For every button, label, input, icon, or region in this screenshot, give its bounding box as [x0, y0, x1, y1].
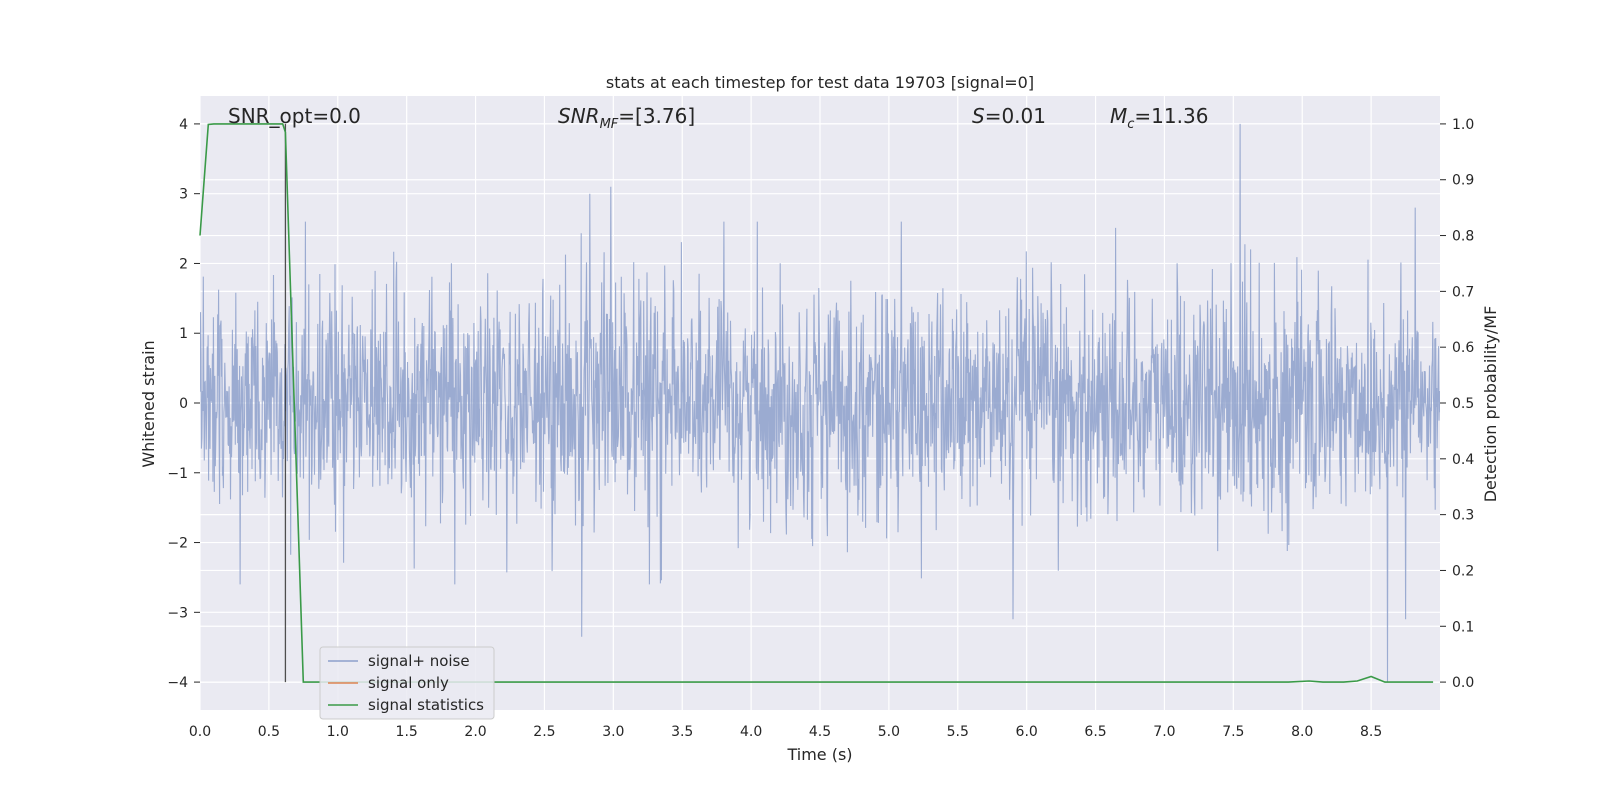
annotation-mc: Mc=11.36	[1110, 104, 1208, 132]
x-tick-label-8: 4.0	[740, 724, 762, 740]
y-tick-label-5: −1	[167, 466, 188, 482]
annotation-snr-mf-sub: MF	[600, 117, 619, 132]
x-tick-label-16: 8.0	[1291, 724, 1313, 740]
annotation-snr-mf: SNRMF=[3.76]	[558, 104, 695, 132]
x-tick-label-5: 2.5	[533, 724, 555, 740]
annotation-mc-main: M	[1110, 104, 1127, 128]
y-tick-label-8: −4	[167, 675, 188, 691]
x-tick-label-4: 2.0	[464, 724, 486, 740]
y2-tick-label-2: 0.8	[1452, 229, 1474, 245]
chart-title: stats at each timestep for test data 197…	[606, 73, 1034, 92]
x-tick-label-10: 5.0	[878, 724, 900, 740]
y-tick-label-7: −3	[167, 605, 188, 621]
annotation-mc-sub: c	[1127, 117, 1134, 132]
annotation-snr-mf-main: SNR	[558, 104, 600, 128]
legend-label-signal-only: signal only	[368, 674, 449, 692]
y-tick-label-0: 4	[179, 117, 188, 133]
annotation-snr-opt: SNR_opt=0.0	[228, 104, 361, 128]
y-tick-label-3: 1	[179, 326, 188, 342]
y2-axis-ticks: 1.0 0.9 0.8 0.7 0.6 0.5 0.4 0.3 0.2 0.1 0.0	[1440, 117, 1474, 691]
y-axis-label: Whitened strain	[139, 340, 158, 467]
legend-label-signal-noise: signal+ noise	[368, 652, 470, 670]
x-tick-label-11: 5.5	[947, 724, 969, 740]
x-tick-label-15: 7.5	[1222, 724, 1244, 740]
x-tick-label-0: 0.0	[189, 724, 211, 740]
x-tick-label-3: 1.5	[396, 724, 418, 740]
y-tick-label-6: −2	[167, 536, 188, 552]
signal-noise-line	[200, 123, 1440, 683]
y2-tick-label-8: 0.2	[1452, 563, 1474, 579]
annotation-mc-value: =11.36	[1134, 104, 1208, 128]
x-tick-label-14: 7.0	[1153, 724, 1175, 740]
annotation-s-value: =0.01	[985, 104, 1046, 128]
x-tick-label-17: 8.5	[1360, 724, 1382, 740]
y2-tick-label-6: 0.4	[1452, 452, 1474, 468]
x-tick-label-13: 6.5	[1084, 724, 1106, 740]
x-tick-label-9: 4.5	[809, 724, 831, 740]
y-tick-label-1: 3	[179, 187, 188, 203]
y2-tick-label-4: 0.6	[1452, 340, 1474, 356]
y-tick-label-4: 0	[179, 396, 188, 412]
annotation-snr-mf-value: =[3.76]	[618, 104, 695, 128]
y2-tick-label-9: 0.1	[1452, 619, 1474, 635]
x-axis-ticks: 0.0 0.5 1.0 1.5 2.0 2.5 3.0 3.5 4.0 4.5 5.0 5.5 6.0 6…	[189, 724, 1382, 740]
x-tick-label-1: 0.5	[258, 724, 280, 740]
series-signal-statistics	[199, 123, 1434, 683]
series-signal-noise	[200, 123, 1440, 683]
x-tick-label-2: 1.0	[327, 724, 349, 740]
x-tick-label-6: 3.0	[602, 724, 624, 740]
y-tick-label-2: 2	[179, 256, 188, 272]
y2-tick-label-3: 0.7	[1452, 284, 1474, 300]
y2-tick-label-0: 1.0	[1452, 117, 1474, 133]
legend-label-signal-statistics: signal statistics	[368, 696, 484, 714]
y-axis-ticks: 4 3 2 1 0 −1 −2 −3 −4	[167, 117, 200, 691]
y2-tick-label-10: 0.0	[1452, 675, 1474, 691]
x-tick-label-7: 3.5	[671, 724, 693, 740]
grid-lines	[199, 96, 1440, 710]
y2-tick-label-5: 0.5	[1452, 396, 1474, 412]
y2-axis-label: Detection probability/MF	[1481, 306, 1500, 503]
legend-box	[319, 646, 495, 720]
y2-tick-label-7: 0.3	[1452, 508, 1474, 524]
y2-tick-label-1: 0.9	[1452, 173, 1474, 189]
x-tick-label-12: 6.0	[1016, 724, 1038, 740]
x-axis-label: Time (s)	[786, 745, 852, 764]
annotation-s: S=0.01	[972, 104, 1046, 128]
annotation-s-var: S	[972, 104, 985, 128]
legend: signal+ noise signal only signal statist…	[319, 646, 495, 720]
